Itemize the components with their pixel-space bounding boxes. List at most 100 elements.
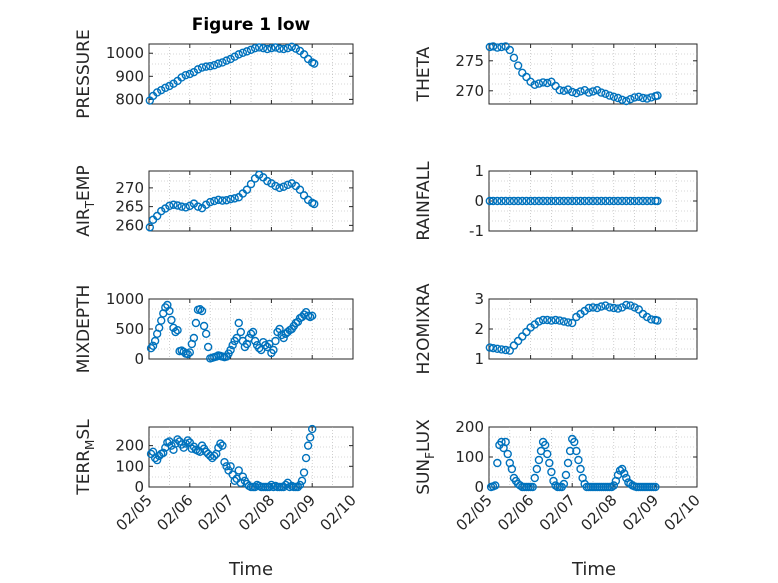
data-point <box>497 345 506 354</box>
data-point <box>152 455 162 465</box>
data-point <box>226 345 235 355</box>
data-point <box>534 79 544 88</box>
panel-row3-left: 0 500 1000 MIXDEPTH <box>74 285 354 374</box>
data-point <box>148 341 158 350</box>
data-point <box>230 194 239 203</box>
y-tick-label: 200 <box>455 418 484 436</box>
data-point <box>634 305 643 314</box>
y-tick-label: 275 <box>455 52 484 70</box>
data-point <box>630 196 639 206</box>
data-point <box>620 469 629 478</box>
y-axis-label: MIXDEPTH <box>74 285 94 374</box>
data-point <box>218 441 227 450</box>
x-tick-label: 02/06 <box>494 491 537 534</box>
data-point <box>271 181 280 191</box>
data-point <box>234 318 243 328</box>
data-point <box>568 87 577 97</box>
data-point <box>653 316 662 325</box>
data-point <box>220 457 229 467</box>
data-point <box>568 196 577 206</box>
data-point <box>505 346 514 355</box>
data-point <box>493 458 502 468</box>
data-point <box>281 480 290 490</box>
data-point <box>565 446 575 456</box>
y-tick-label: 1 <box>474 350 484 368</box>
y-tick-label: 1000 <box>106 290 144 308</box>
data-point <box>597 196 606 206</box>
y-axis-label-base: MIXDEPTH <box>74 285 94 374</box>
panel-mid-right: -1 0 1 RAINFALL <box>414 161 698 241</box>
data-point <box>601 301 610 310</box>
data-point <box>169 200 178 209</box>
data-point <box>522 327 531 337</box>
data-point <box>532 464 542 474</box>
y-tick-label: 100 <box>455 448 484 466</box>
data-point <box>622 473 631 483</box>
data-point <box>493 196 502 206</box>
y-tick-label: 270 <box>115 179 144 197</box>
data-point <box>538 315 548 325</box>
data-point <box>173 201 182 210</box>
data-point <box>297 312 307 322</box>
y-axis-label-base: PRESSURE <box>74 29 94 118</box>
data-point <box>576 87 585 96</box>
data-point <box>150 453 160 463</box>
data-point <box>513 196 523 206</box>
data-point <box>561 470 571 480</box>
data-point <box>263 44 272 54</box>
data-point <box>638 196 648 206</box>
data-point <box>230 52 239 61</box>
data-point <box>555 85 564 95</box>
data-point <box>238 48 248 57</box>
y-axis-label-tail: SL <box>74 419 94 440</box>
data-point <box>530 473 539 483</box>
data-point <box>497 42 506 52</box>
data-point <box>574 455 583 465</box>
y-tick-label: 0 <box>474 478 484 496</box>
y-axis-label-base: THETA <box>414 46 434 102</box>
y-tick-label: 0 <box>474 192 484 210</box>
data-point <box>295 480 305 490</box>
data-point <box>538 196 548 206</box>
data-point <box>165 201 174 211</box>
data-point <box>193 65 203 74</box>
data-point <box>161 83 170 93</box>
data-point <box>250 482 260 492</box>
data-point <box>310 199 319 209</box>
data-point <box>607 482 616 492</box>
x-tick-label: 02/08 <box>235 491 278 534</box>
data-point <box>181 70 190 80</box>
data-point <box>201 329 211 338</box>
data-point <box>617 196 627 206</box>
data-point <box>226 194 235 204</box>
data-point <box>617 95 627 105</box>
data-point <box>279 44 288 54</box>
y-axis-label-subscript: F <box>423 452 437 459</box>
data-point <box>283 180 292 190</box>
data-point <box>501 437 510 447</box>
data-point <box>145 223 155 232</box>
data-point <box>234 466 243 475</box>
y-axis-label-subscript: M <box>83 440 97 450</box>
data-point <box>626 196 635 206</box>
data-point <box>580 196 589 206</box>
y-tick-label: 1 <box>474 162 484 180</box>
data-point <box>570 437 579 447</box>
data-point <box>563 85 573 94</box>
data-point <box>559 317 569 326</box>
data-point <box>246 45 256 54</box>
data-point <box>647 196 656 206</box>
data-point <box>177 202 186 211</box>
data-point <box>308 424 317 434</box>
data-point <box>653 196 662 206</box>
data-point <box>305 433 315 442</box>
data-point <box>543 78 552 88</box>
data-point <box>547 77 556 87</box>
data-point <box>547 467 556 477</box>
data-point <box>572 196 581 206</box>
x-tick-label: 02/06 <box>153 491 196 534</box>
data-point <box>563 196 573 206</box>
data-point <box>199 321 209 331</box>
